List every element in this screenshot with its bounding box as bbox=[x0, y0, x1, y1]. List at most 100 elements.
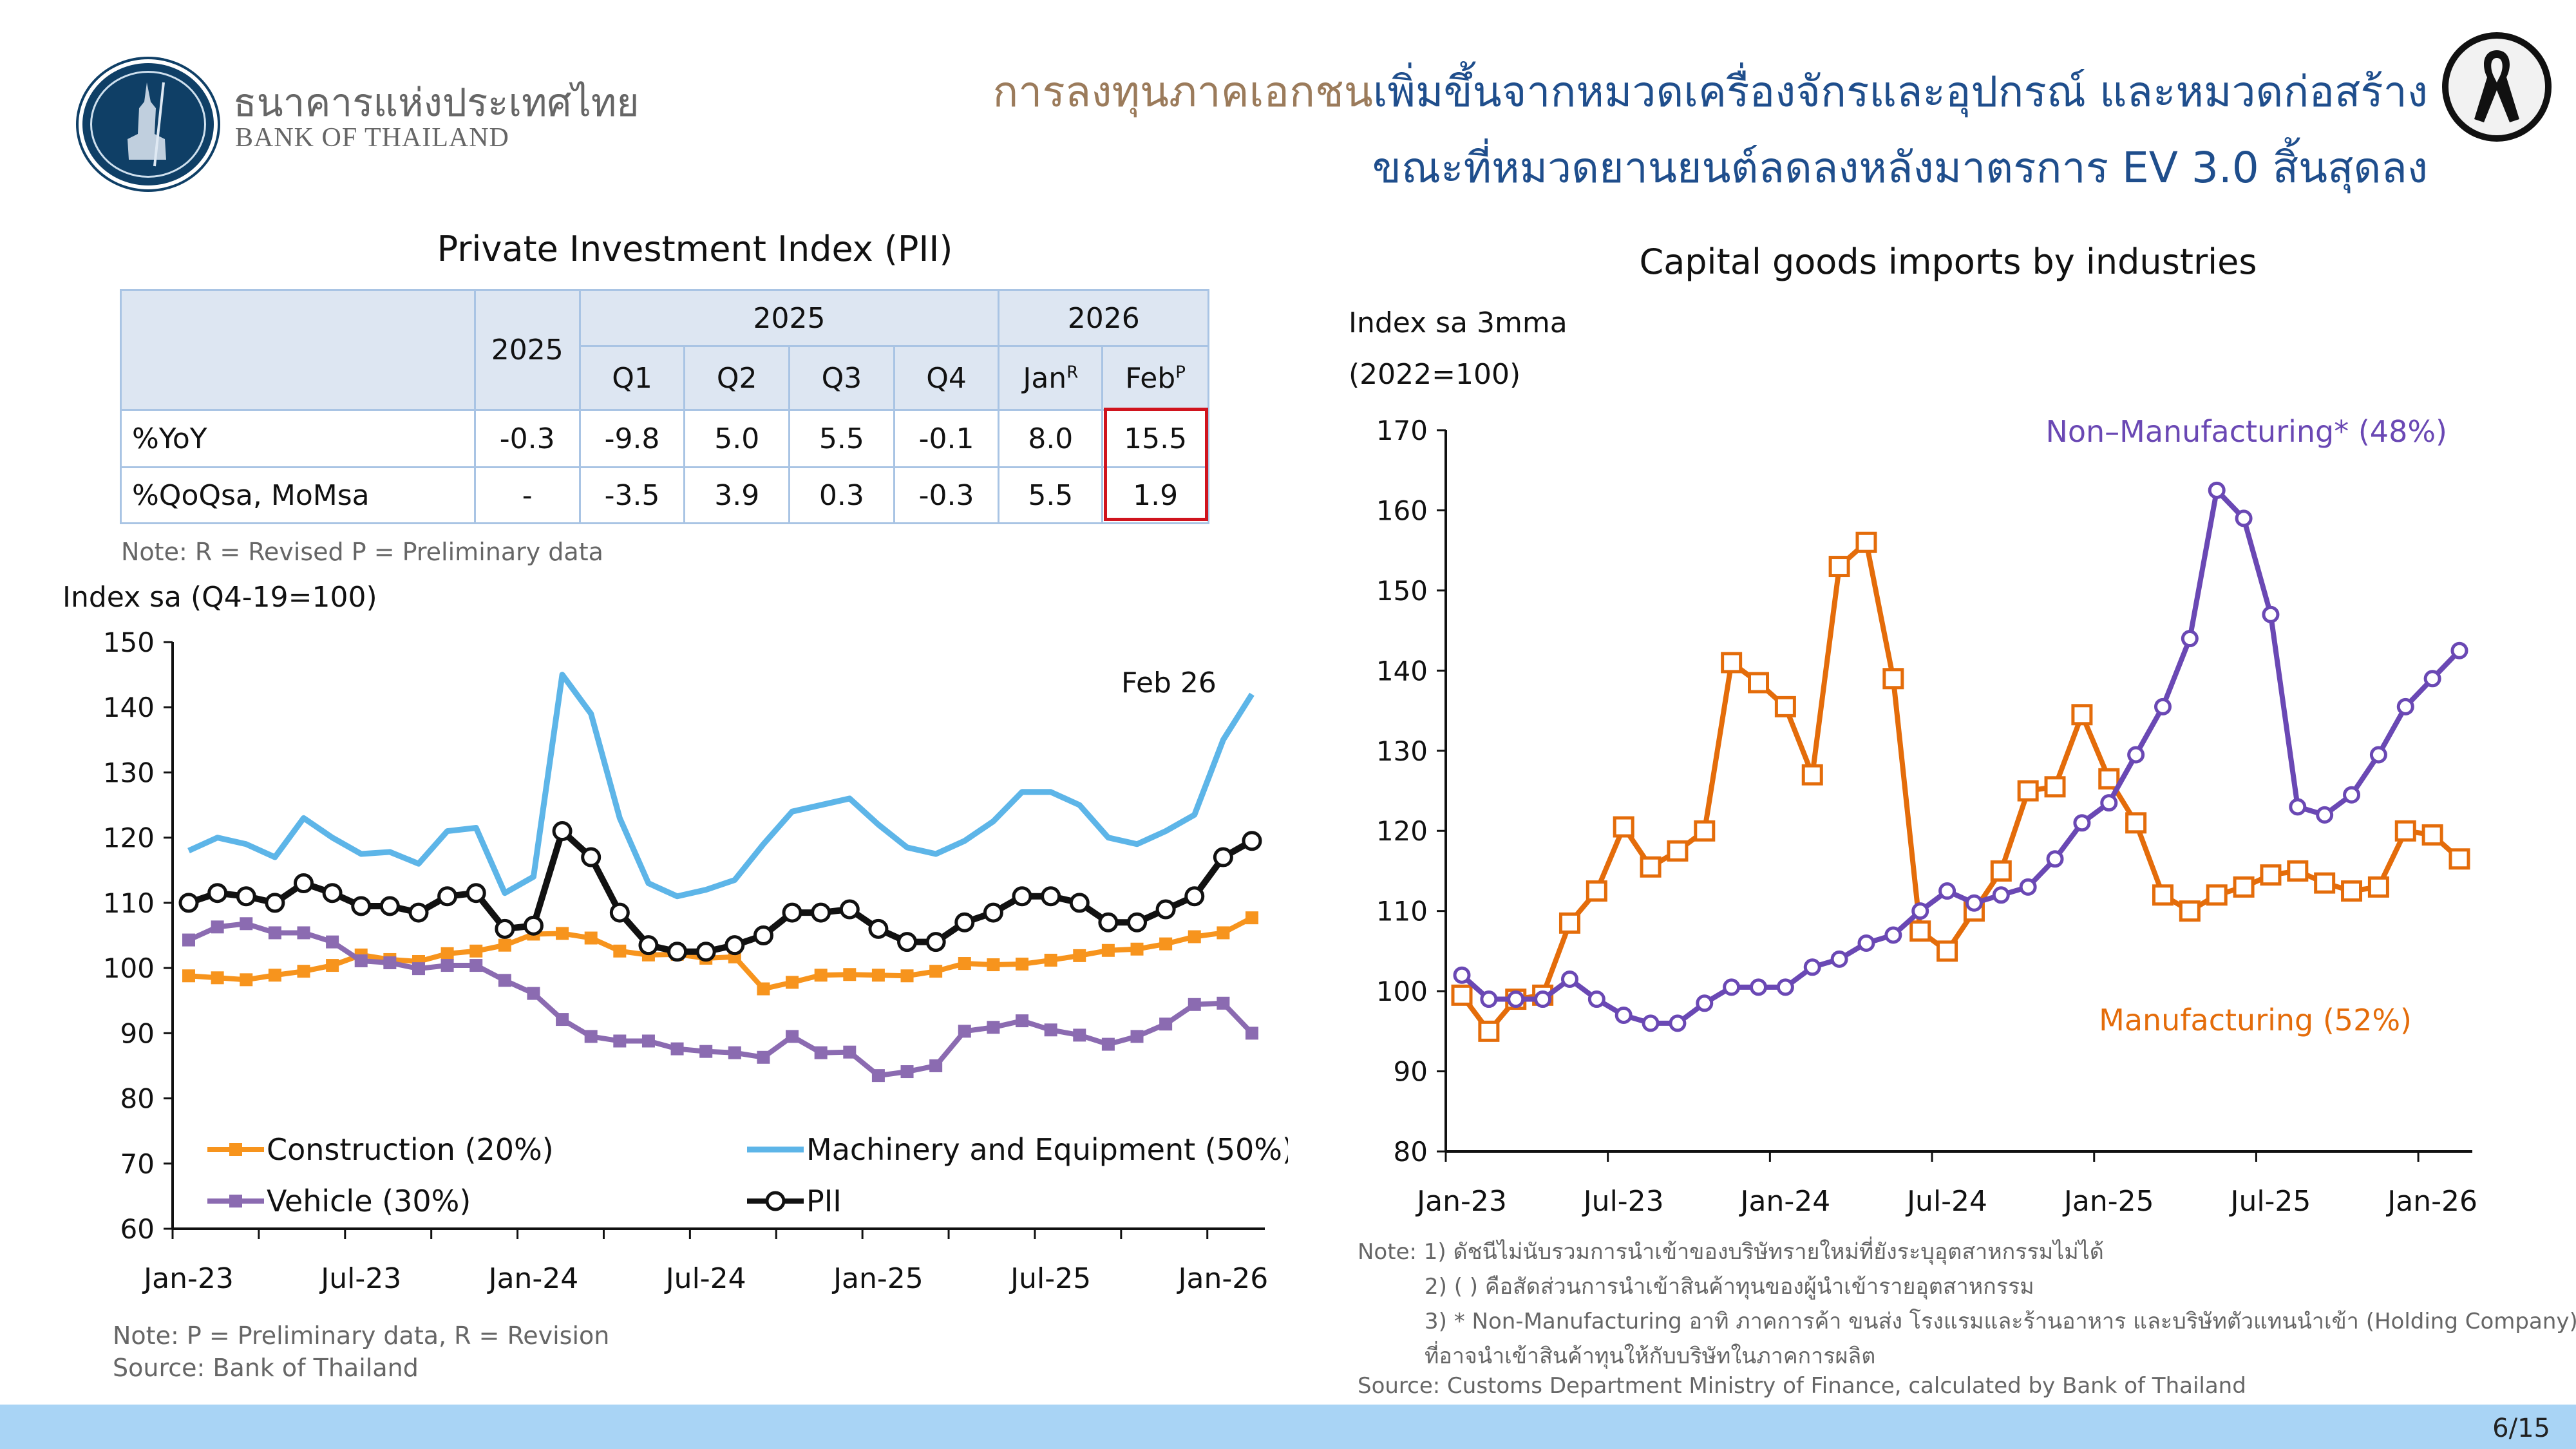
data-point bbox=[1127, 912, 1148, 933]
cell: 5.0 bbox=[683, 409, 791, 468]
header-blank bbox=[120, 289, 476, 411]
data-point bbox=[498, 974, 511, 987]
data-point bbox=[1507, 990, 1525, 1009]
data-point bbox=[1911, 902, 1929, 920]
data-point bbox=[641, 1034, 655, 1048]
y-tick-label: 90 bbox=[120, 1018, 155, 1049]
data-point bbox=[1750, 978, 1768, 996]
data-point bbox=[1242, 831, 1262, 851]
data-point bbox=[1855, 531, 1877, 553]
data-point bbox=[2314, 872, 2336, 894]
legend-label: Vehicle (30%) bbox=[267, 1184, 471, 1218]
data-point bbox=[613, 1034, 627, 1048]
title-highlight: การลงทุนภาคเอกชน bbox=[992, 67, 1373, 117]
data-point bbox=[1560, 970, 1578, 988]
header-q2: Q2 bbox=[683, 345, 791, 411]
data-point bbox=[440, 959, 454, 972]
data-point bbox=[2154, 697, 2172, 715]
data-point bbox=[670, 1042, 684, 1056]
header-year-2025-quarters: 2025 bbox=[578, 289, 1000, 347]
data-point bbox=[900, 1065, 914, 1079]
data-point bbox=[469, 959, 483, 972]
data-point bbox=[1640, 856, 1662, 878]
data-point bbox=[1774, 696, 1796, 717]
data-point bbox=[1669, 1014, 1687, 1032]
cell: -9.8 bbox=[578, 409, 686, 468]
y-tick-label: 80 bbox=[1394, 1136, 1428, 1168]
data-point bbox=[871, 1069, 885, 1083]
data-point bbox=[523, 915, 544, 936]
data-point bbox=[728, 1046, 741, 1059]
data-point bbox=[1159, 1018, 1173, 1031]
data-point bbox=[757, 1050, 770, 1064]
data-point bbox=[1937, 940, 1958, 962]
data-point bbox=[786, 1030, 799, 1043]
right-note-1: Note: 1) ดัชนีไม่นับรวมการนำเข้าของบริษั… bbox=[1358, 1239, 2104, 1265]
data-point bbox=[1558, 912, 1580, 934]
data-point bbox=[2046, 850, 2064, 868]
data-point bbox=[326, 959, 339, 972]
data-point bbox=[667, 942, 688, 962]
data-point bbox=[2206, 884, 2228, 906]
series-line-non-manufacturing- bbox=[1460, 488, 2461, 1026]
data-point bbox=[1965, 894, 1983, 912]
data-point bbox=[811, 902, 831, 923]
left-note: Note: P = Preliminary data, R = Revision bbox=[113, 1321, 610, 1350]
data-point bbox=[2235, 509, 2253, 527]
data-point bbox=[929, 965, 943, 978]
y-tick-label: 100 bbox=[103, 952, 155, 984]
data-point bbox=[1159, 937, 1173, 951]
left-y-axis-title: Index sa (Q4-19=100) bbox=[62, 581, 377, 614]
data-point bbox=[753, 925, 773, 945]
data-point bbox=[1073, 1028, 1086, 1042]
data-point bbox=[1217, 926, 1230, 940]
feb-highlight-box bbox=[1104, 408, 1208, 521]
data-point bbox=[2367, 876, 2389, 898]
data-point bbox=[2233, 876, 2255, 898]
data-point bbox=[182, 933, 195, 947]
data-point bbox=[1615, 1006, 1633, 1024]
y-tick-label: 140 bbox=[103, 692, 155, 723]
cell: 5.5 bbox=[998, 466, 1104, 524]
x-tick-label: Jan-23 bbox=[1415, 1185, 1507, 1218]
data-point bbox=[1041, 886, 1061, 907]
data-point bbox=[609, 902, 630, 923]
data-point bbox=[268, 969, 281, 982]
capital-goods-line-chart: 80 90 100 110 120 130 140 150 160 170 Jan-23 Jul-23… bbox=[1376, 414, 2477, 1218]
data-point bbox=[469, 944, 483, 958]
data-point bbox=[1217, 996, 1230, 1010]
revised-superscript: R bbox=[1066, 362, 1079, 382]
data-point bbox=[1101, 943, 1115, 957]
data-point bbox=[581, 847, 601, 867]
cell: - bbox=[473, 466, 581, 524]
cell: 15.5 bbox=[1101, 409, 1209, 468]
bank-name-thai: ธนาคารแห่งประเทศไทย bbox=[233, 80, 639, 126]
row-label: %YoY bbox=[120, 409, 476, 468]
data-point bbox=[1909, 920, 1931, 942]
x-tick-label: Jan-25 bbox=[2062, 1185, 2154, 1218]
data-point bbox=[1012, 886, 1032, 907]
data-point bbox=[1857, 934, 1875, 952]
data-point bbox=[2071, 704, 2093, 726]
data-point bbox=[527, 987, 540, 1000]
y-tick-label: 150 bbox=[103, 627, 155, 658]
data-point bbox=[240, 917, 253, 931]
data-point bbox=[1534, 990, 1552, 1009]
x-tick-label: Jan-25 bbox=[831, 1262, 923, 1295]
data-point bbox=[437, 886, 458, 907]
y-tick-label: 120 bbox=[1376, 815, 1428, 847]
y-tick-label: 80 bbox=[120, 1083, 155, 1115]
header-jan-label: Jan bbox=[1023, 361, 1067, 395]
data-point bbox=[293, 873, 314, 894]
table-row-yoy: %YoY -0.3 -9.8 5.0 5.5 -0.1 8.0 15.5 bbox=[120, 409, 1209, 468]
data-point bbox=[1723, 978, 1741, 996]
data-point bbox=[584, 931, 598, 945]
legend-label: Construction (20%) bbox=[267, 1132, 554, 1167]
data-point bbox=[351, 896, 372, 916]
header-feb: FebP bbox=[1101, 345, 1209, 411]
data-point bbox=[613, 944, 627, 958]
data-point bbox=[786, 976, 799, 989]
data-point bbox=[2098, 768, 2120, 790]
cell: 0.3 bbox=[788, 466, 895, 524]
preliminary-superscript: P bbox=[1175, 362, 1186, 382]
